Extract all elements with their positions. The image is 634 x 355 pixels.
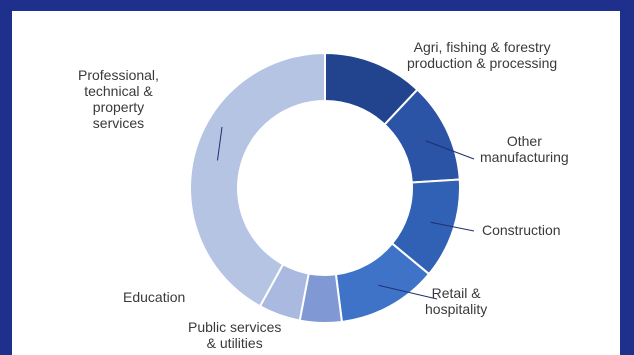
label-construction: Construction bbox=[482, 222, 561, 238]
label-manufacturing: Other manufacturing bbox=[480, 133, 569, 165]
label-professional: Professional, technical & property servi… bbox=[78, 67, 159, 131]
label-agri: Agri, fishing & forestry production & pr… bbox=[407, 39, 558, 71]
leader-line-3 bbox=[378, 284, 438, 300]
chart-panel: Agri, fishing & forestry production & pr… bbox=[12, 11, 620, 355]
leader-line-6 bbox=[216, 126, 223, 161]
label-education: Education bbox=[123, 289, 186, 305]
donut-chart bbox=[189, 51, 475, 324]
label-public: Public services & utilities bbox=[188, 319, 282, 351]
donut-slice-6 bbox=[189, 51, 326, 308]
leader-line-1 bbox=[425, 140, 475, 160]
label-retail: Retail & hospitality bbox=[425, 285, 488, 317]
leader-line-2 bbox=[430, 221, 475, 232]
